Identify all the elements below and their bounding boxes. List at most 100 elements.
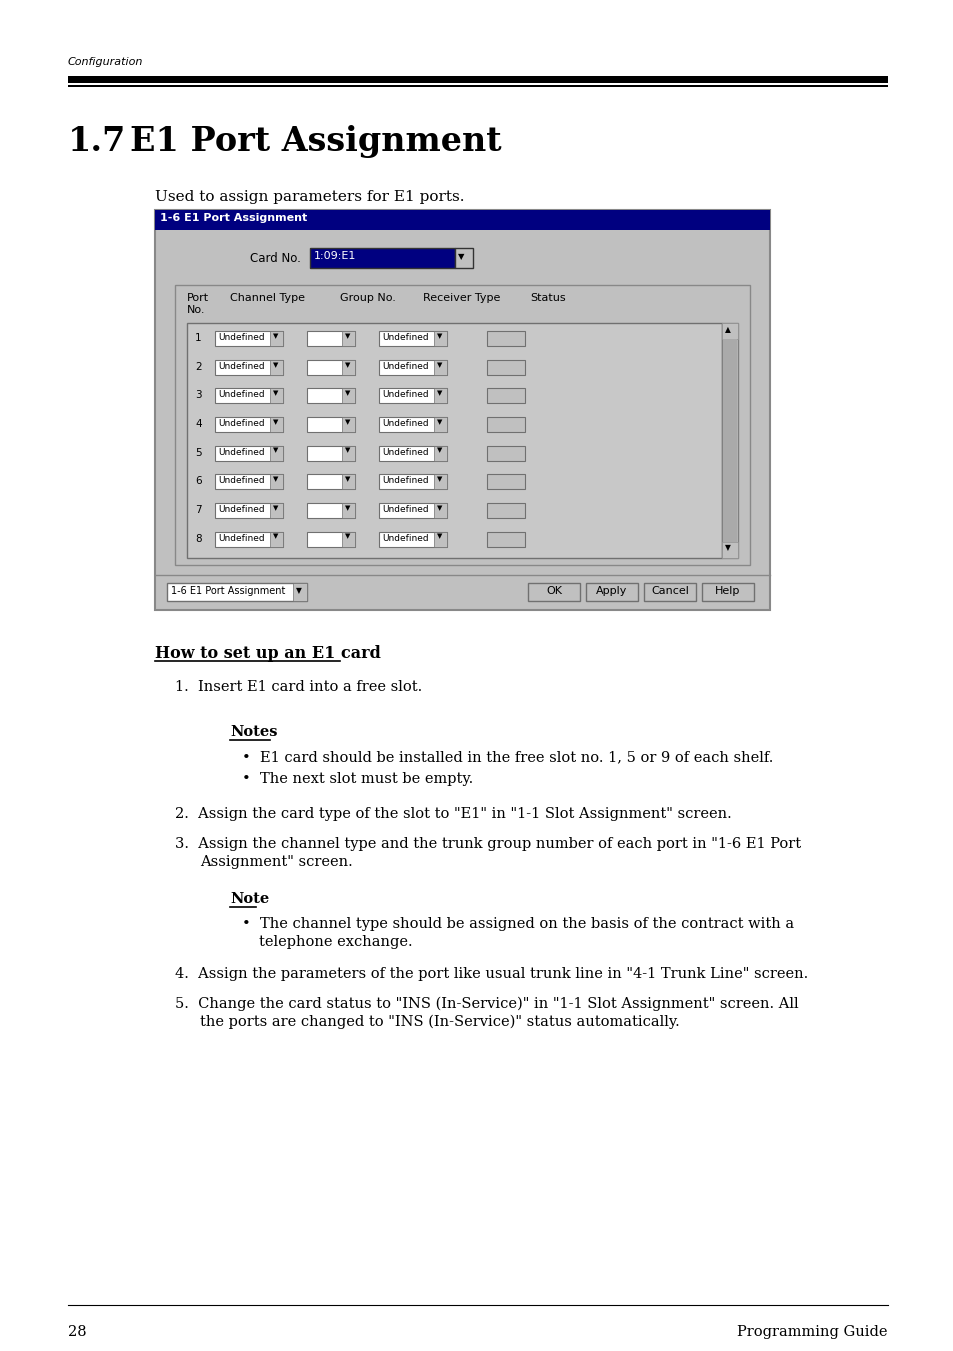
Text: 3.  Assign the channel type and the trunk group number of each port in "1-6 E1 P: 3. Assign the channel type and the trunk… [174, 838, 801, 851]
Text: Port: Port [187, 293, 209, 303]
Bar [270, 531, 283, 547]
Bar [154, 209, 769, 611]
Bar [434, 503, 447, 517]
Bar [434, 446, 447, 461]
Bar [307, 359, 355, 374]
Text: 6: 6 [194, 477, 201, 486]
Bar [214, 446, 283, 461]
Text: 28: 28 [68, 1325, 87, 1339]
Bar [214, 388, 283, 404]
Text: Undefined: Undefined [381, 419, 428, 428]
Text: ▼: ▼ [457, 253, 464, 261]
Text: Undefined: Undefined [218, 447, 264, 457]
Text: Receiver Type: Receiver Type [422, 293, 500, 303]
Text: •  The channel type should be assigned on the basis of the contract with a: • The channel type should be assigned on… [242, 917, 793, 931]
Bar [434, 417, 447, 432]
Text: Group No.: Group No. [339, 293, 395, 303]
Bar [214, 359, 283, 374]
Text: the ports are changed to "INS (In-Service)" status automatically.: the ports are changed to "INS (In-Servic… [200, 1015, 679, 1029]
Text: 2: 2 [194, 362, 201, 372]
Bar [307, 474, 355, 489]
Text: 5: 5 [194, 447, 201, 458]
Bar [378, 359, 447, 374]
Bar [214, 331, 283, 346]
Bar [434, 531, 447, 547]
Bar [341, 446, 355, 461]
Text: ▼: ▼ [436, 419, 442, 426]
Text: Undefined: Undefined [218, 390, 264, 400]
Text: Undefined: Undefined [381, 477, 428, 485]
Text: ▲: ▲ [724, 326, 730, 334]
Text: E1 Port Assignment: E1 Port Assignment [130, 126, 501, 158]
Text: Note: Note [230, 892, 269, 907]
Text: Undefined: Undefined [218, 534, 264, 543]
Text: ▼: ▼ [345, 477, 350, 482]
Text: ▼: ▼ [273, 447, 278, 454]
Text: Apply: Apply [596, 586, 627, 596]
Text: ▼: ▼ [273, 390, 278, 396]
Bar [527, 584, 579, 601]
Bar [293, 584, 307, 601]
Text: Undefined: Undefined [218, 362, 264, 370]
Bar [270, 474, 283, 489]
Text: 1.7: 1.7 [68, 126, 126, 158]
Text: Undefined: Undefined [218, 477, 264, 485]
Bar [378, 474, 447, 489]
Bar [270, 388, 283, 404]
Bar [270, 359, 283, 374]
Text: Channel Type: Channel Type [230, 293, 305, 303]
Bar [68, 76, 887, 82]
Text: No.: No. [187, 305, 205, 315]
Text: Configuration: Configuration [68, 57, 143, 68]
Text: Programming Guide: Programming Guide [737, 1325, 887, 1339]
Text: 1:09:E1: 1:09:E1 [314, 251, 356, 261]
Text: OK: OK [545, 586, 561, 596]
Text: Status: Status [530, 293, 565, 303]
Bar [310, 249, 455, 267]
Text: 2.  Assign the card type of the slot to "E1" in "1-1 Slot Assignment" screen.: 2. Assign the card type of the slot to "… [174, 807, 731, 821]
Bar [434, 388, 447, 404]
Text: Used to assign parameters for E1 ports.: Used to assign parameters for E1 ports. [154, 190, 464, 204]
Text: 1-6 E1 Port Assignment: 1-6 E1 Port Assignment [160, 213, 307, 223]
Bar [378, 446, 447, 461]
Bar [270, 331, 283, 346]
Text: 3: 3 [194, 390, 201, 400]
Bar [167, 584, 307, 601]
Text: ▼: ▼ [436, 362, 442, 367]
Bar [378, 331, 447, 346]
Bar [378, 417, 447, 432]
Bar [455, 249, 473, 267]
Bar [214, 417, 283, 432]
Text: ▼: ▼ [273, 332, 278, 339]
Text: ▼: ▼ [295, 586, 301, 594]
Bar [214, 531, 283, 547]
Text: 5.  Change the card status to "INS (In-Service)" in "1-1 Slot Assignment" screen: 5. Change the card status to "INS (In-Se… [174, 997, 798, 1012]
Bar [643, 584, 696, 601]
Bar [486, 331, 524, 346]
Text: •  The next slot must be empty.: • The next slot must be empty. [242, 771, 473, 786]
Text: ▼: ▼ [345, 390, 350, 396]
Bar [341, 417, 355, 432]
Text: ▼: ▼ [345, 419, 350, 426]
Text: Undefined: Undefined [381, 362, 428, 370]
Text: ▼: ▼ [273, 534, 278, 539]
Text: Undefined: Undefined [381, 390, 428, 400]
Bar [341, 331, 355, 346]
Bar [378, 388, 447, 404]
Bar [270, 446, 283, 461]
Bar [307, 503, 355, 517]
Text: ▼: ▼ [436, 477, 442, 482]
Bar [154, 209, 769, 230]
Text: Undefined: Undefined [218, 332, 264, 342]
Text: Undefined: Undefined [381, 534, 428, 543]
Text: Undefined: Undefined [218, 505, 264, 513]
Bar [585, 584, 638, 601]
Bar [378, 503, 447, 517]
Text: ▼: ▼ [436, 505, 442, 511]
Bar [270, 417, 283, 432]
Bar [68, 85, 887, 86]
Text: ▼: ▼ [273, 477, 278, 482]
Bar [341, 388, 355, 404]
Text: Cancel: Cancel [650, 586, 688, 596]
Bar [341, 474, 355, 489]
